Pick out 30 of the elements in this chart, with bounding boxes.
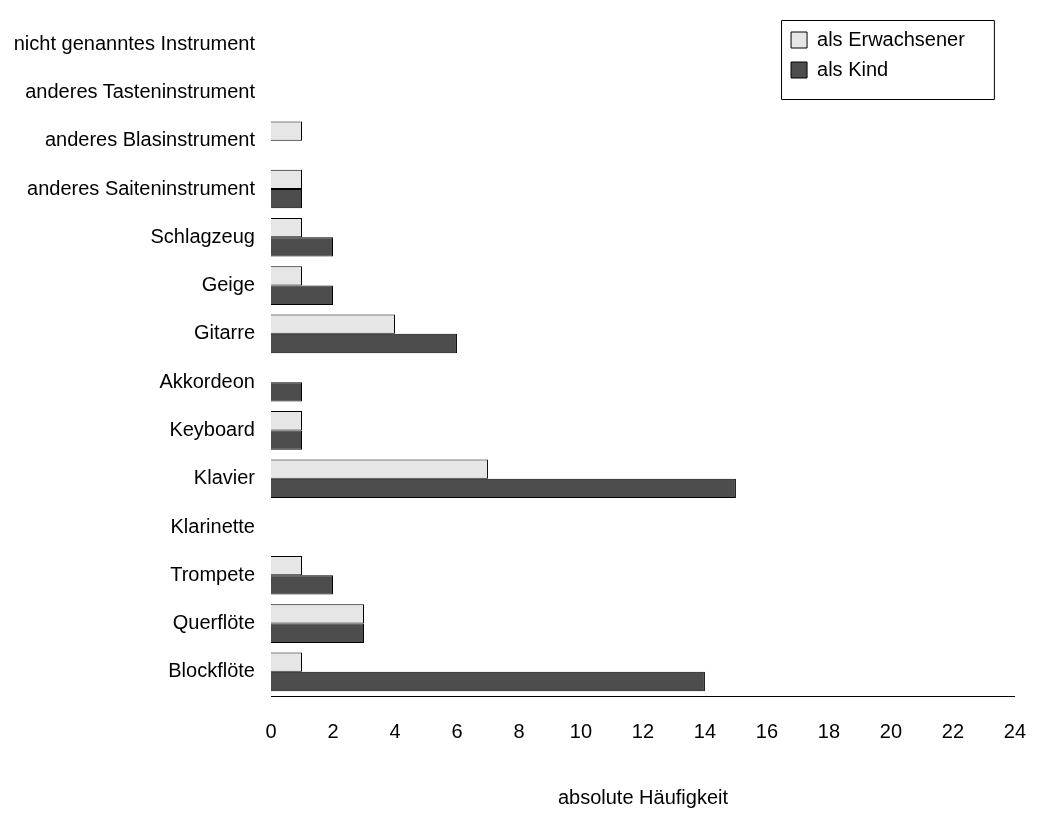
x-axis-title: absolute Häufigkeit: [557, 785, 729, 808]
x-tick-label: 16: [755, 719, 779, 742]
y-tick-label: Schlagzeug: [150, 224, 255, 247]
y-tick-label: Querflöte: [172, 611, 255, 634]
y-tick-label: anderes Tasteninstrument: [25, 79, 256, 102]
x-tick-label: 4: [389, 719, 401, 742]
x-tick-label: 24: [1003, 719, 1026, 742]
x-tick-label: 0: [265, 719, 277, 742]
y-tick-label: anderes Saiteninstrument: [27, 176, 256, 199]
x-tick-label: 6: [451, 719, 463, 742]
legend-label: als Kind: [817, 57, 889, 80]
x-tick-label: 2: [327, 719, 339, 742]
x-tick-label: 10: [569, 719, 593, 742]
y-tick-label: Klavier: [193, 466, 256, 489]
x-tick-label: 12: [631, 719, 655, 742]
y-tick-label: Geige: [201, 273, 255, 296]
y-tick-label: Klarinette: [170, 514, 255, 537]
legend-label: als Erwachsener: [817, 27, 966, 50]
x-tick-label: 22: [941, 719, 965, 742]
y-tick-label: Keyboard: [169, 417, 255, 440]
y-tick-label: nicht genanntes Instrument: [13, 31, 256, 54]
y-tick-label: Trompete: [170, 562, 255, 585]
y-tick-label: Gitarre: [193, 321, 255, 344]
x-tick-label: 14: [693, 719, 717, 742]
y-tick-label: Blockflöte: [168, 659, 255, 682]
x-tick-label: 8: [513, 719, 525, 742]
x-tick-label: 18: [817, 719, 841, 742]
y-tick-label: anderes Blasinstrument: [44, 128, 256, 151]
y-tick-label: Akkordeon: [159, 369, 255, 392]
x-tick-label: 20: [879, 719, 903, 742]
